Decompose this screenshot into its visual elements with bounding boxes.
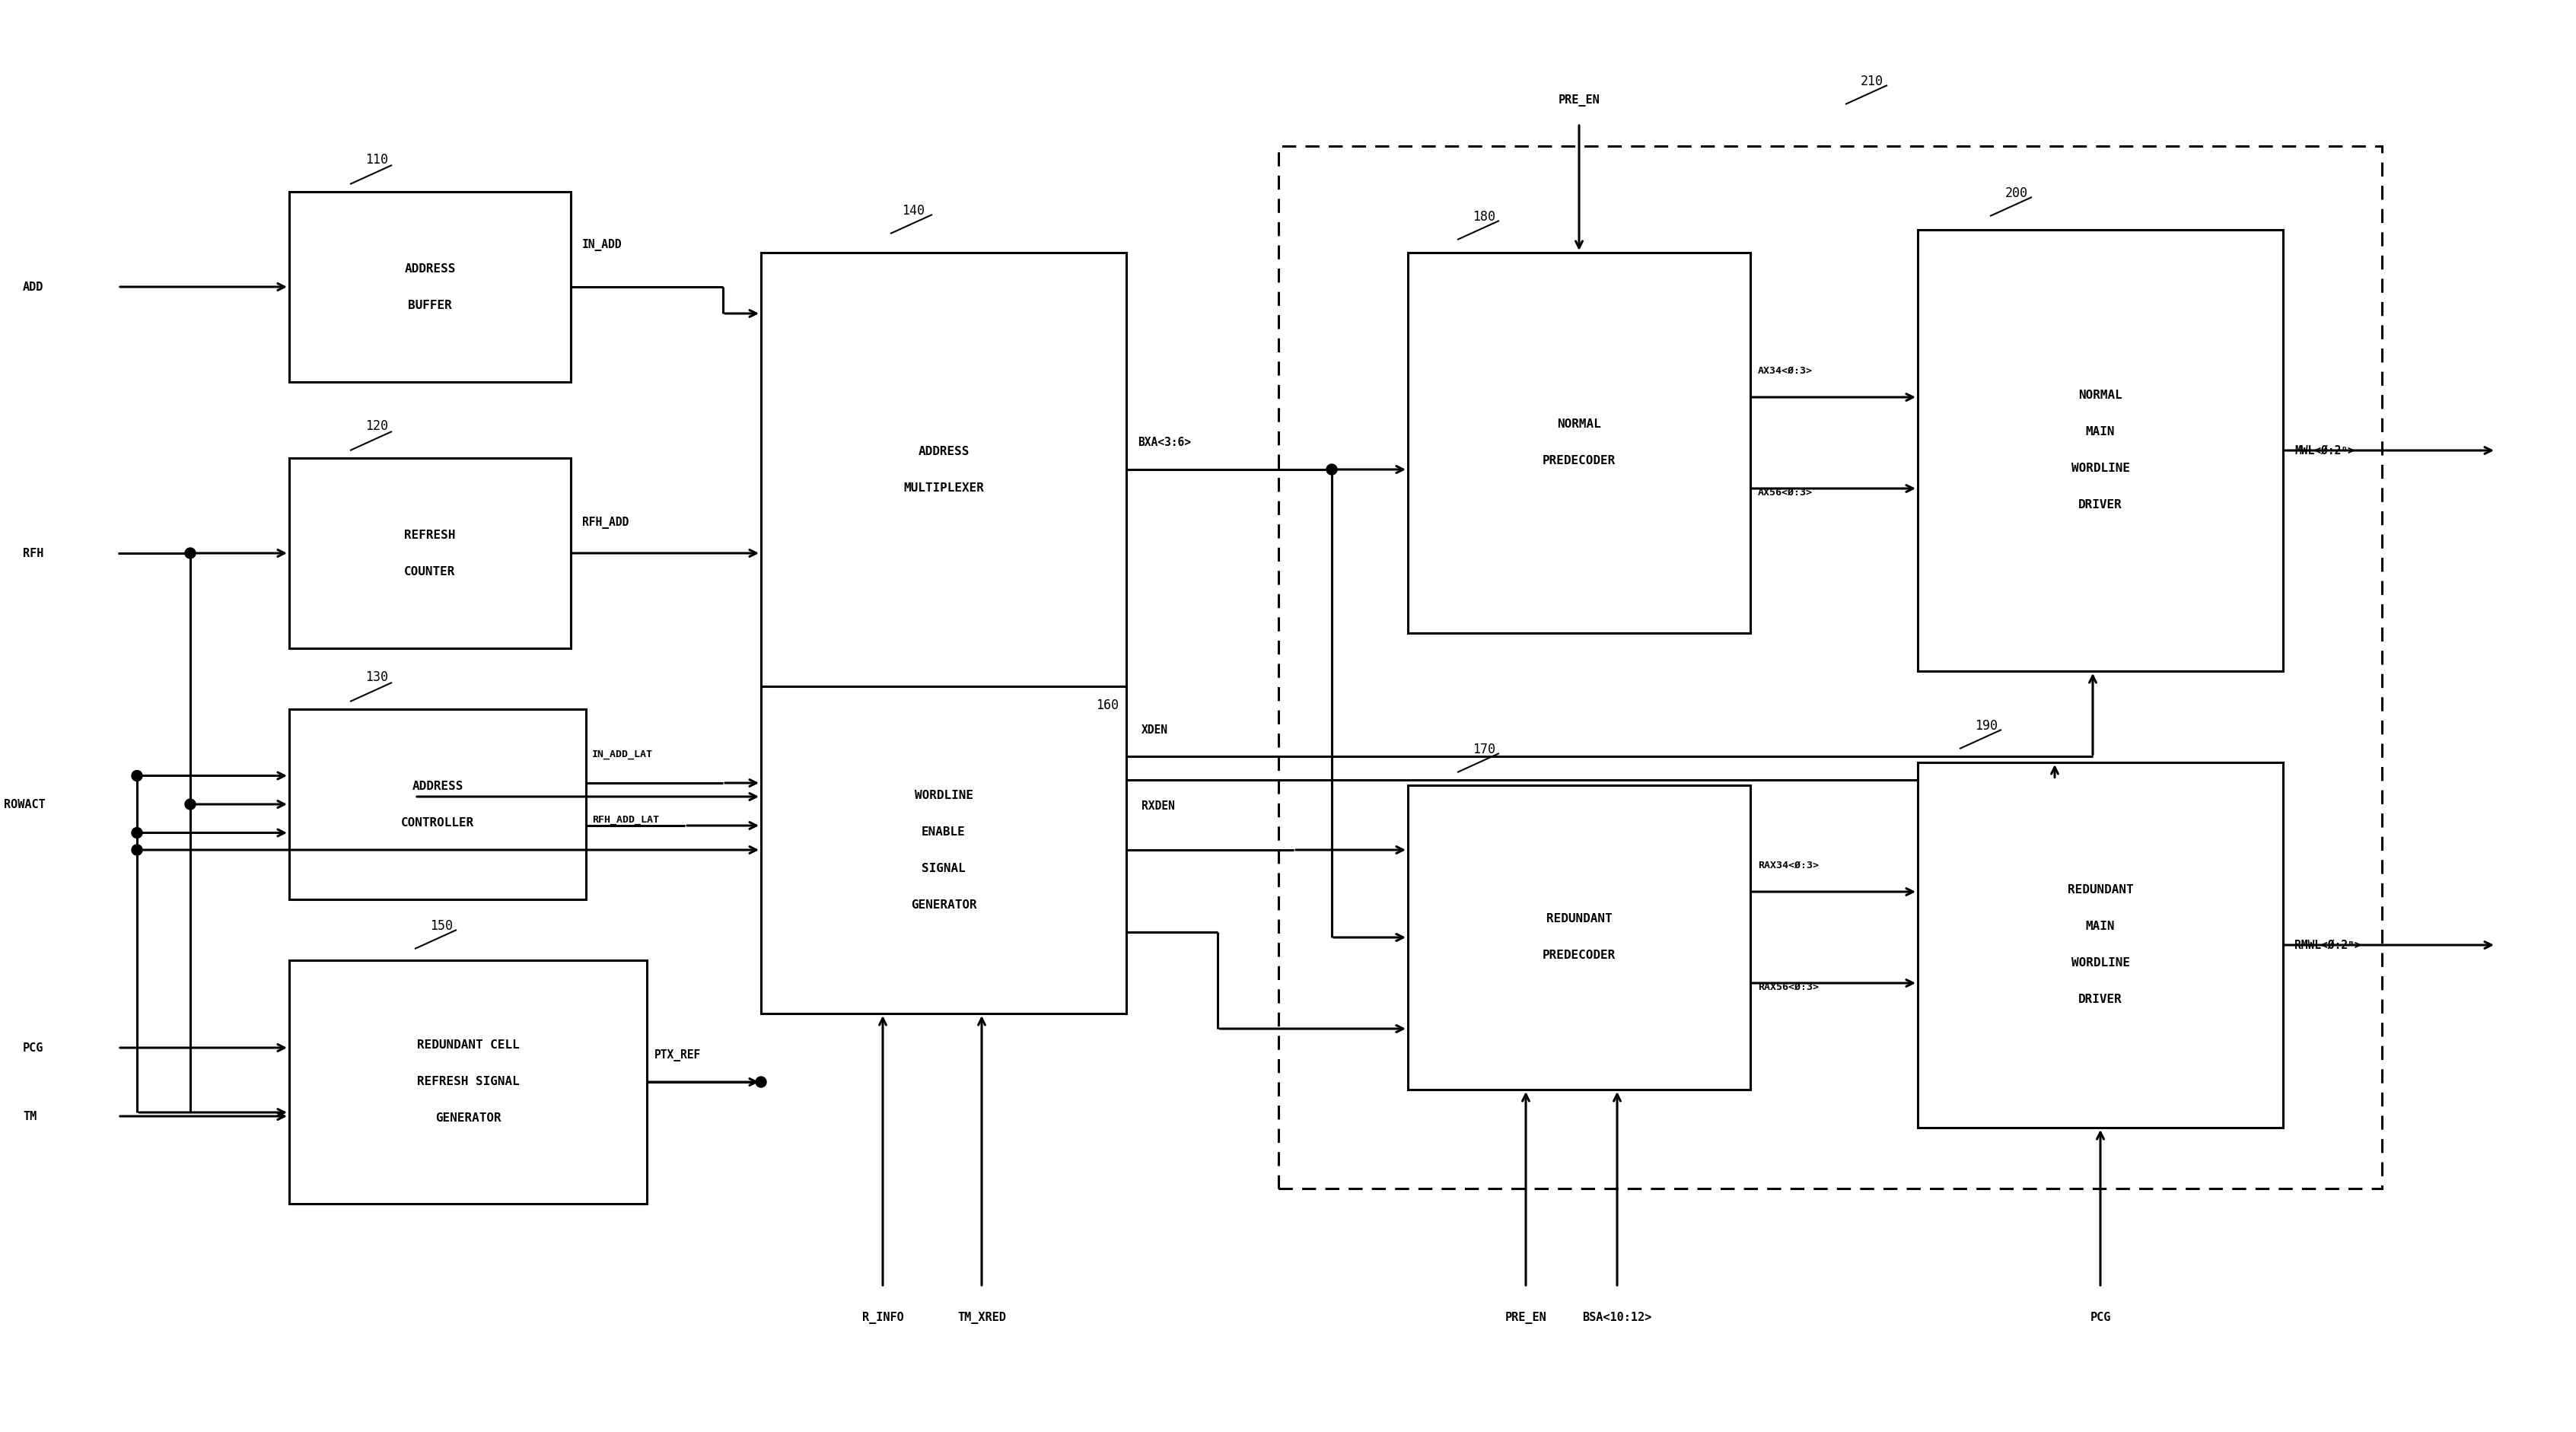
Text: MAIN: MAIN (2087, 427, 2115, 438)
Text: MAIN: MAIN (2087, 921, 2115, 932)
Text: RFH_ADD: RFH_ADD (582, 517, 629, 528)
Text: CONTROLLER: CONTROLLER (402, 816, 474, 828)
Bar (1917, 229, 2282, 672)
Text: NORMAL: NORMAL (1556, 420, 1602, 430)
Text: RXDEN: RXDEN (1141, 800, 1175, 812)
Bar (289, 458, 572, 649)
Text: AX56<Ø:3>: AX56<Ø:3> (1757, 487, 1814, 497)
Bar (1278, 146, 2383, 1189)
Text: 120: 120 (366, 420, 389, 432)
Bar (760, 686, 1126, 1014)
Text: ADDRESS: ADDRESS (412, 780, 464, 792)
Text: RFH_ADD_LAT: RFH_ADD_LAT (592, 815, 659, 825)
Text: PCG: PCG (23, 1042, 44, 1054)
Text: COUNTER: COUNTER (404, 566, 456, 577)
Bar (760, 252, 1126, 686)
Text: ADD: ADD (23, 281, 44, 292)
Text: IN_ADD_LAT: IN_ADD_LAT (592, 749, 652, 759)
Bar (1917, 762, 2282, 1127)
Text: 140: 140 (902, 203, 925, 218)
Text: DRIVER: DRIVER (2079, 994, 2123, 1005)
Text: REDUNDANT: REDUNDANT (1546, 914, 1613, 925)
Text: 150: 150 (430, 919, 453, 932)
Text: MWL<Ø:2ⁿ>: MWL<Ø:2ⁿ> (2295, 445, 2354, 457)
Text: REDUNDANT CELL: REDUNDANT CELL (417, 1040, 520, 1051)
Bar (1409, 252, 1749, 633)
Text: RAX56<Ø:3>: RAX56<Ø:3> (1757, 982, 1819, 992)
Text: PRE_EN: PRE_EN (1504, 1312, 1546, 1325)
Text: PREDECODER: PREDECODER (1543, 455, 1615, 467)
Circle shape (185, 799, 196, 809)
Text: TM: TM (23, 1111, 36, 1121)
Text: 190: 190 (1976, 719, 1996, 733)
Text: 200: 200 (2004, 186, 2027, 200)
Text: WORDLINE: WORDLINE (2071, 958, 2130, 969)
Text: 210: 210 (1860, 74, 1883, 89)
Text: REDUNDANT: REDUNDANT (2069, 885, 2133, 896)
Text: WORDLINE: WORDLINE (914, 789, 974, 800)
Text: ENABLE: ENABLE (922, 826, 966, 838)
Bar (1409, 785, 1749, 1090)
Text: R_INFO: R_INFO (863, 1312, 904, 1325)
Text: ADDRESS: ADDRESS (404, 263, 456, 275)
Text: IN_ADD: IN_ADD (582, 239, 623, 251)
Text: GENERATOR: GENERATOR (912, 899, 976, 911)
Text: REFRESH: REFRESH (404, 530, 456, 541)
Text: MULTIPLEXER: MULTIPLEXER (904, 483, 984, 494)
Circle shape (131, 770, 142, 780)
Text: 170: 170 (1473, 743, 1497, 756)
Text: ROWACT: ROWACT (3, 799, 46, 811)
Circle shape (185, 548, 196, 558)
Text: REFRESH SIGNAL: REFRESH SIGNAL (417, 1077, 520, 1088)
Bar (289, 961, 647, 1204)
Text: RMWL<Ø:2ᵐ>: RMWL<Ø:2ᵐ> (2295, 939, 2362, 951)
Text: PRE_EN: PRE_EN (1558, 95, 1600, 106)
Text: 110: 110 (366, 153, 389, 166)
Text: NORMAL: NORMAL (2079, 390, 2123, 401)
Text: SIGNAL: SIGNAL (922, 862, 966, 874)
Text: 130: 130 (366, 670, 389, 684)
Text: ADDRESS: ADDRESS (917, 445, 969, 457)
Text: PCG: PCG (2089, 1312, 2110, 1323)
Text: BUFFER: BUFFER (407, 299, 451, 311)
Text: BXA<3:6>: BXA<3:6> (1139, 437, 1190, 448)
Text: RFH: RFH (23, 547, 44, 558)
Text: GENERATOR: GENERATOR (435, 1113, 500, 1124)
Text: AX34<Ø:3>: AX34<Ø:3> (1757, 365, 1814, 375)
Text: XDEN: XDEN (1141, 725, 1167, 736)
Text: PREDECODER: PREDECODER (1543, 949, 1615, 961)
Text: BSA<10:12>: BSA<10:12> (1582, 1312, 1651, 1323)
Bar (289, 709, 585, 899)
Text: PTX_REF: PTX_REF (654, 1050, 701, 1061)
Circle shape (131, 845, 142, 855)
Text: RAX34<Ø:3>: RAX34<Ø:3> (1757, 861, 1819, 871)
Circle shape (131, 828, 142, 838)
Circle shape (1327, 464, 1337, 475)
Circle shape (755, 1077, 765, 1087)
Text: 160: 160 (1095, 699, 1118, 712)
Bar (289, 192, 572, 382)
Text: DRIVER: DRIVER (2079, 500, 2123, 511)
Text: WORDLINE: WORDLINE (2071, 463, 2130, 474)
Text: 180: 180 (1473, 211, 1497, 223)
Text: TM_XRED: TM_XRED (958, 1312, 1007, 1325)
